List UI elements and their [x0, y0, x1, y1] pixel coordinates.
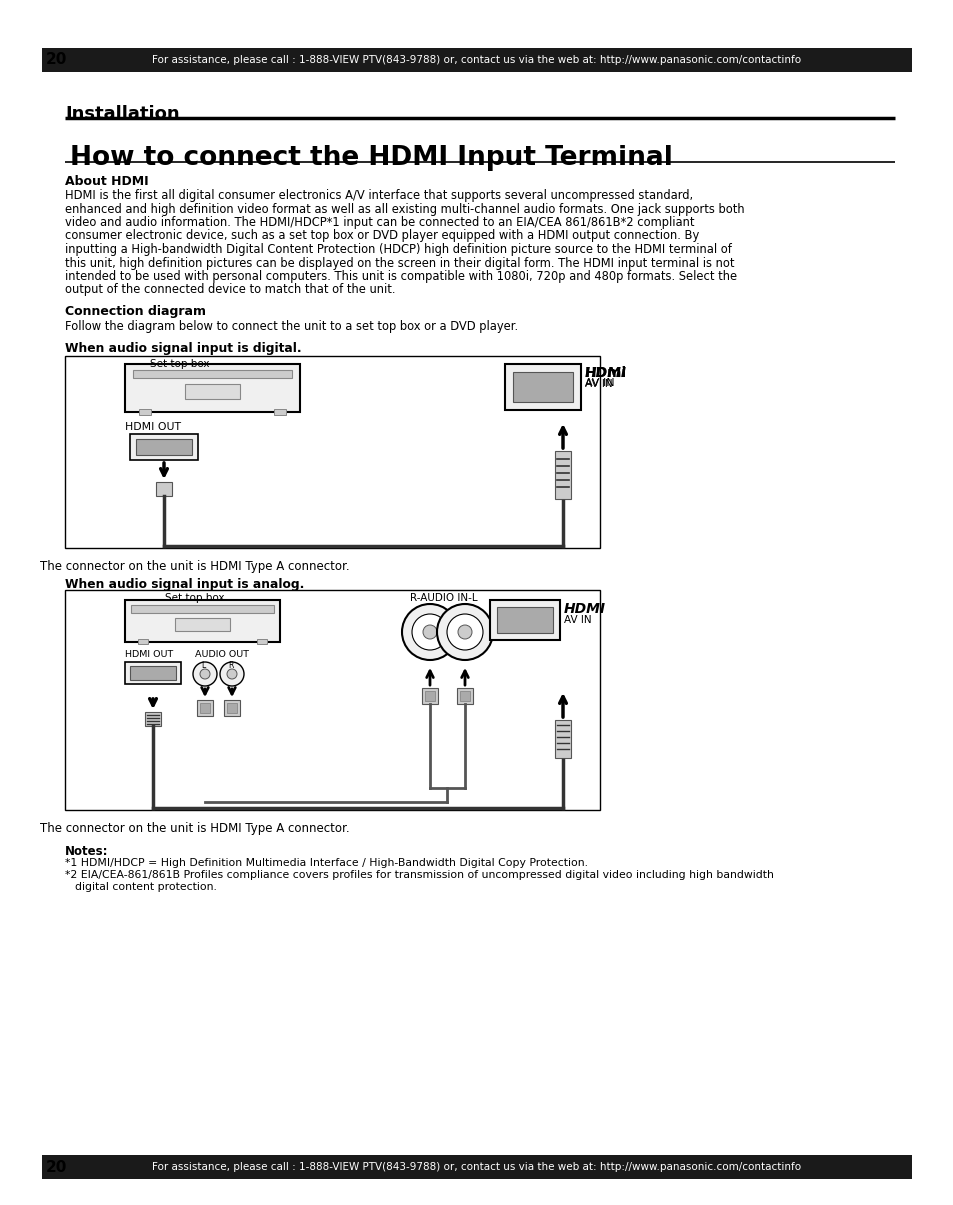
Text: HDMI: HDMI — [584, 366, 626, 380]
Bar — [174, 618, 230, 631]
Bar — [196, 700, 213, 716]
Bar — [139, 408, 151, 415]
Text: *2 EIA/CEA-861/861B Profiles compliance covers profiles for transmission of unco: *2 EIA/CEA-861/861B Profiles compliance … — [65, 870, 773, 880]
Text: AV IN: AV IN — [584, 380, 612, 389]
Bar — [131, 605, 274, 613]
Bar — [459, 690, 470, 701]
Bar — [65, 590, 599, 810]
Text: Connection diagram: Connection diagram — [65, 305, 206, 318]
Bar — [125, 364, 299, 412]
Text: L: L — [201, 662, 205, 670]
Bar — [42, 1156, 911, 1178]
Circle shape — [401, 604, 457, 660]
Text: video and audio information. The HDMI/HDCP*1 input can be connected to an EIA/CE: video and audio information. The HDMI/HD… — [65, 216, 694, 229]
Text: For assistance, please call : 1-888-VIEW PTV(843-9788) or, contact us via the we: For assistance, please call : 1-888-VIEW… — [152, 55, 801, 65]
Bar — [490, 600, 559, 640]
Text: R-AUDIO IN-L: R-AUDIO IN-L — [410, 593, 477, 602]
Circle shape — [422, 625, 436, 639]
Text: HDMI OUT: HDMI OUT — [125, 649, 173, 659]
Bar — [513, 372, 573, 402]
Circle shape — [227, 669, 236, 678]
Text: 20: 20 — [46, 53, 68, 67]
Bar — [274, 408, 286, 415]
Bar — [42, 48, 911, 72]
Bar — [185, 384, 240, 399]
Text: HDmi: HDmi — [584, 366, 626, 380]
Bar — [156, 482, 172, 496]
Bar — [125, 600, 280, 642]
Text: HDMI is the first all digital consumer electronics A/V interface that supports s: HDMI is the first all digital consumer e… — [65, 189, 693, 202]
Text: About HDMI: About HDMI — [65, 175, 149, 188]
Text: Follow the diagram below to connect the unit to a set top box or a DVD player.: Follow the diagram below to connect the … — [65, 321, 517, 333]
Text: AV IN: AV IN — [563, 615, 591, 625]
Text: consumer electronic device, such as a set top box or DVD player equipped with a : consumer electronic device, such as a se… — [65, 229, 699, 242]
Text: The connector on the unit is HDMI Type A connector.: The connector on the unit is HDMI Type A… — [40, 560, 350, 574]
Text: Notes:: Notes: — [65, 845, 109, 858]
Circle shape — [436, 604, 493, 660]
Bar — [130, 666, 175, 680]
Circle shape — [412, 615, 448, 649]
Text: intended to be used with personal computers. This unit is compatible with 1080i,: intended to be used with personal comput… — [65, 270, 737, 283]
Circle shape — [200, 669, 210, 678]
Text: How to connect the HDMI Input Terminal: How to connect the HDMI Input Terminal — [70, 145, 672, 171]
Circle shape — [447, 615, 482, 649]
Bar — [200, 703, 210, 713]
Bar — [456, 688, 473, 704]
Bar — [130, 434, 198, 460]
Bar — [224, 700, 240, 716]
Text: When audio signal input is digital.: When audio signal input is digital. — [65, 342, 301, 355]
Text: Set top box: Set top box — [150, 359, 210, 369]
Text: HDMI OUT: HDMI OUT — [125, 422, 181, 433]
Bar — [136, 439, 192, 455]
Bar — [497, 607, 553, 633]
Text: enhanced and high definition video format as well as all existing multi-channel : enhanced and high definition video forma… — [65, 202, 744, 216]
Bar — [65, 355, 599, 548]
Text: HDMI: HDMI — [563, 602, 605, 616]
Text: The connector on the unit is HDMI Type A connector.: The connector on the unit is HDMI Type A… — [40, 822, 350, 835]
Bar — [227, 703, 236, 713]
Bar — [504, 364, 580, 410]
Bar — [145, 712, 161, 725]
Bar — [424, 690, 435, 701]
Text: digital content protection.: digital content protection. — [75, 882, 216, 892]
Text: For assistance, please call : 1-888-VIEW PTV(843-9788) or, contact us via the we: For assistance, please call : 1-888-VIEW… — [152, 1162, 801, 1172]
Bar — [555, 721, 571, 758]
Text: R: R — [228, 662, 233, 670]
Text: *1 HDMI/HDCP = High Definition Multimedia Interface / High-Bandwidth Digital Cop: *1 HDMI/HDCP = High Definition Multimedi… — [65, 858, 587, 868]
Text: AV IN: AV IN — [584, 378, 614, 388]
Text: output of the connected device to match that of the unit.: output of the connected device to match … — [65, 283, 395, 296]
Bar — [421, 688, 437, 704]
Text: 20: 20 — [46, 1159, 68, 1175]
Text: AUDIO OUT: AUDIO OUT — [194, 649, 249, 659]
Bar — [132, 370, 292, 378]
Circle shape — [220, 662, 244, 686]
Text: Installation: Installation — [65, 105, 179, 123]
Text: When audio signal input is analog.: When audio signal input is analog. — [65, 578, 304, 590]
Bar — [138, 639, 148, 643]
Bar — [125, 662, 181, 684]
Text: this unit, high definition pictures can be displayed on the screen in their digi: this unit, high definition pictures can … — [65, 257, 734, 270]
Bar — [256, 639, 267, 643]
Text: Set top box: Set top box — [165, 593, 224, 602]
Circle shape — [457, 625, 472, 639]
Circle shape — [193, 662, 216, 686]
Text: inputting a High-bandwidth Digital Content Protection (HDCP) high definition pic: inputting a High-bandwidth Digital Conte… — [65, 243, 731, 255]
Bar — [555, 451, 571, 499]
